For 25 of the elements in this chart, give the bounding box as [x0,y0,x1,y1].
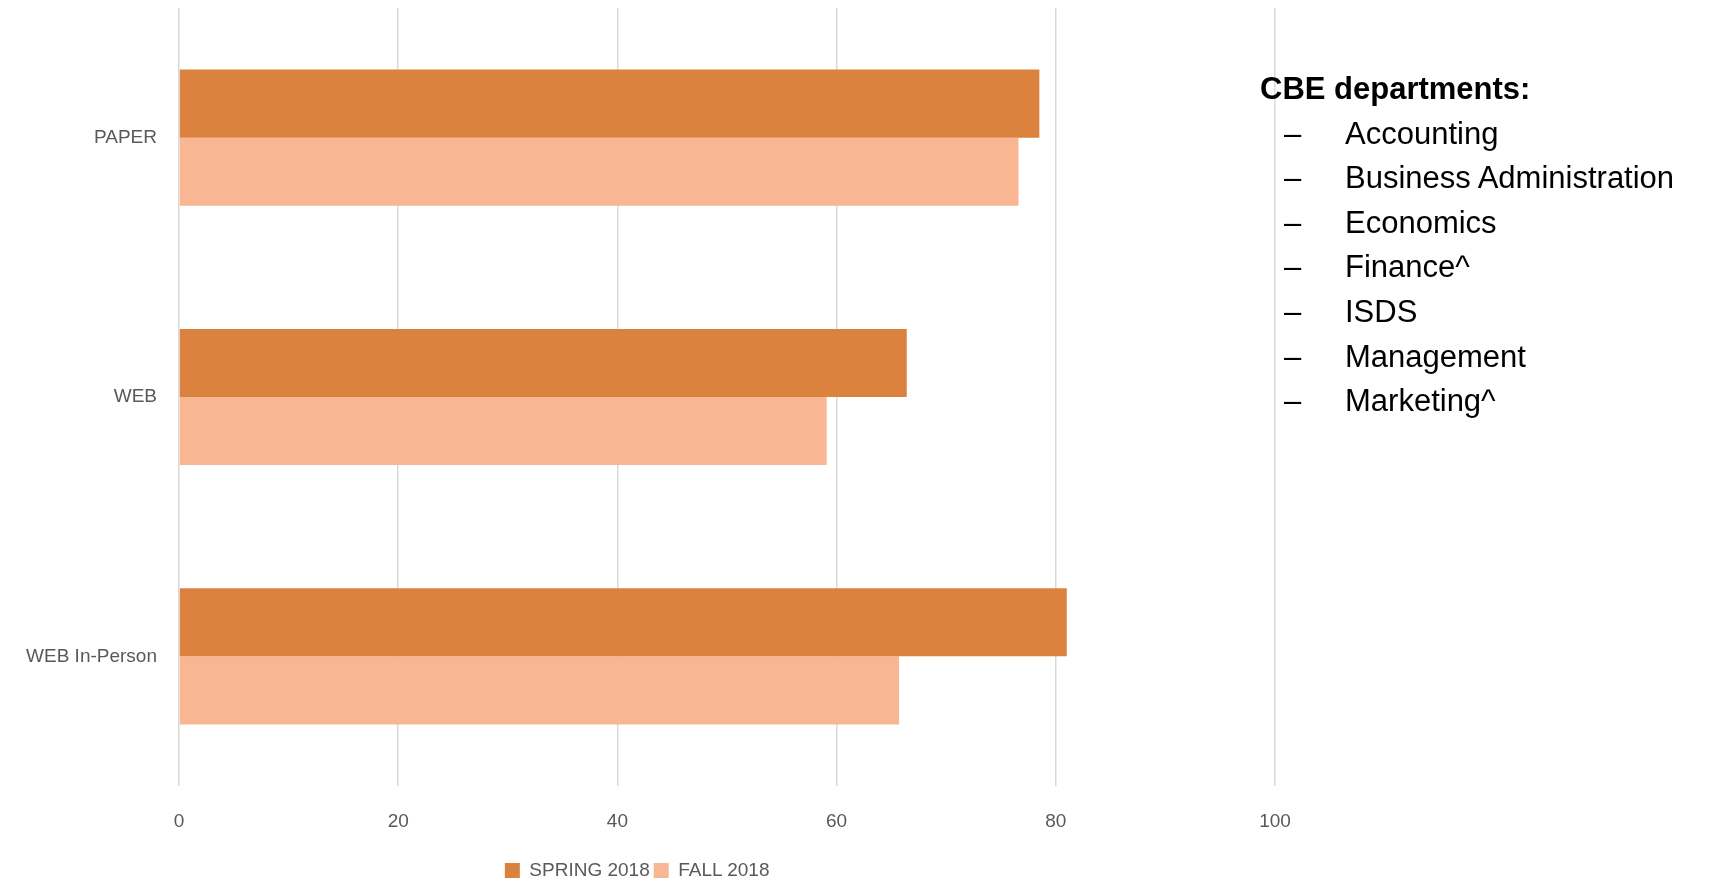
text: – Finance^ [1283,248,1471,287]
text: – Marketing^ [1283,382,1497,421]
text: – ISDS [1283,292,1419,331]
bar [179,397,827,466]
legend-label: SPRING 2018 [529,858,650,880]
text: – Business Administration [1283,159,1675,198]
bar [179,69,1040,138]
legend-label: FALL 2018 [678,858,770,880]
x-tick-label: 0 [173,809,185,831]
y-tick-label: PAPER [93,125,157,147]
x-tick-label: 80 [1045,809,1067,831]
annotation: CBE departments: [1260,70,1532,108]
bar [179,656,900,725]
bar [179,137,1019,206]
x-tick-label: 60 [826,809,848,831]
bar [179,328,907,397]
x-tick-label: 40 [606,809,628,831]
y-tick-label: WEB In-Person [26,644,157,666]
x-tick-label: 100 [1259,809,1291,831]
y-tick-label: WEB [113,385,157,407]
text: – Management [1283,337,1527,376]
bar [179,588,1067,657]
x-tick-label: 20 [387,809,409,831]
text: – Economics [1283,203,1498,242]
text: – Accounting [1283,114,1500,153]
